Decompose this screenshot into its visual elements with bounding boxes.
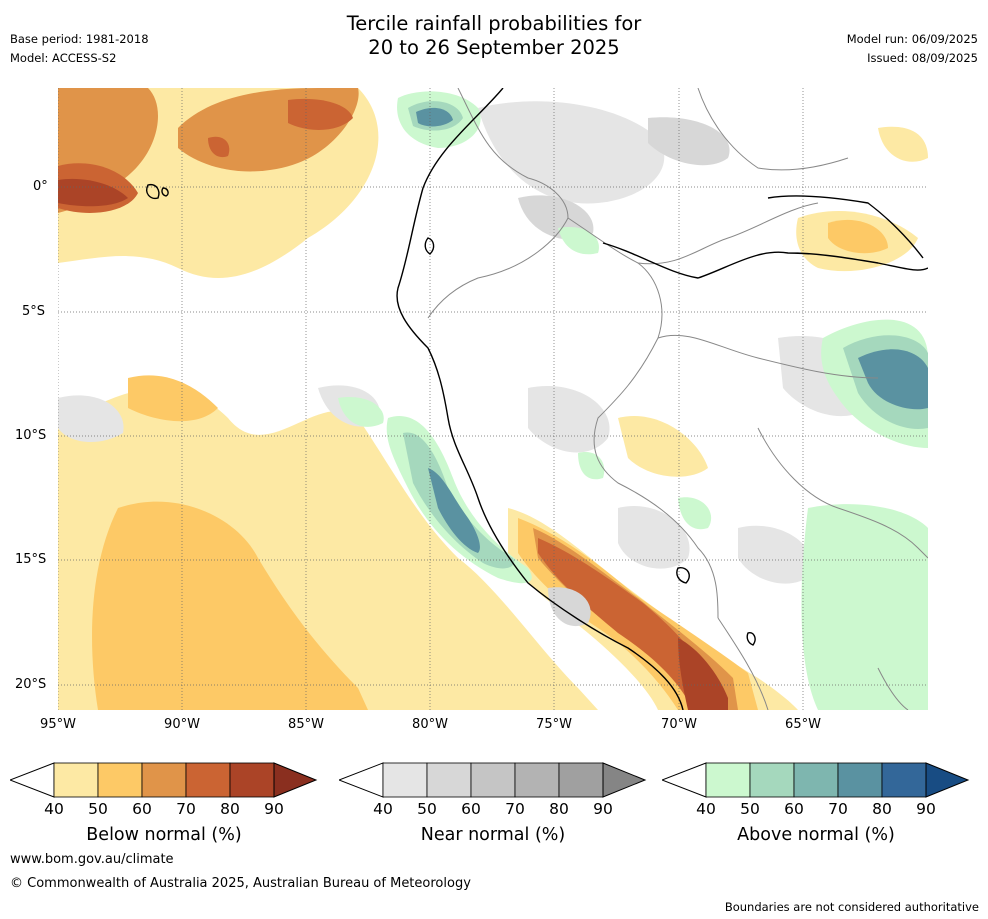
near-normal-shading bbox=[58, 101, 880, 627]
colorbar-tick: 50 bbox=[417, 800, 437, 818]
lon-label: 90°W bbox=[164, 717, 200, 732]
coastline bbox=[146, 88, 928, 710]
colorbar-swatch bbox=[382, 762, 428, 798]
copyright-notice: © Commonwealth of Australia 2025, Austra… bbox=[10, 876, 471, 891]
colorbar-tick: 70 bbox=[176, 800, 196, 818]
colorbar-swatch bbox=[514, 762, 560, 798]
lon-label: 75°W bbox=[536, 717, 572, 732]
colorbar-swatch bbox=[793, 762, 839, 798]
disclaimer: Boundaries are not considered authoritat… bbox=[724, 900, 979, 914]
colorbar-tick: 90 bbox=[593, 800, 613, 818]
below-normal-shading bbox=[58, 88, 928, 710]
lat-label: 5°S bbox=[22, 304, 46, 319]
lat-label: 15°S bbox=[15, 552, 47, 567]
gridlines bbox=[58, 88, 928, 710]
lon-label: 65°W bbox=[785, 717, 821, 732]
title-line-2: 20 to 26 September 2025 bbox=[368, 36, 620, 59]
colorbar-swatch bbox=[426, 762, 472, 798]
lon-label: 85°W bbox=[288, 717, 324, 732]
colorbar-tick: 90 bbox=[264, 800, 284, 818]
colorbar-tick: 50 bbox=[88, 800, 108, 818]
colorbar-swatch bbox=[925, 762, 970, 798]
above-normal-colorbar bbox=[662, 762, 970, 798]
page-title: Tercile rainfall probabilities for 20 to… bbox=[0, 12, 988, 60]
colorbar-swatch bbox=[273, 762, 318, 798]
near-normal-colorbar bbox=[339, 762, 647, 798]
colorbar-tick: 70 bbox=[505, 800, 525, 818]
colorbar-title: Below normal (%) bbox=[86, 825, 242, 845]
colorbar-swatch bbox=[558, 762, 604, 798]
colorbar-swatch bbox=[705, 762, 751, 798]
model-label: Model: ACCESS-S2 bbox=[10, 51, 117, 65]
colorbar-tick: 80 bbox=[549, 800, 569, 818]
colorbar-tick: 80 bbox=[872, 800, 892, 818]
colorbar-tick: 40 bbox=[373, 800, 393, 818]
title-line-1: Tercile rainfall probabilities for bbox=[346, 12, 642, 35]
colorbar-tick: 60 bbox=[461, 800, 481, 818]
colorbar-swatch bbox=[185, 762, 231, 798]
lon-label: 80°W bbox=[412, 717, 448, 732]
below-normal-colorbar bbox=[10, 762, 318, 798]
issued-label: Issued: 08/09/2025 bbox=[867, 51, 978, 65]
colorbar-tick: 40 bbox=[696, 800, 716, 818]
colorbar-tick: 70 bbox=[828, 800, 848, 818]
model-run-label: Model run: 06/09/2025 bbox=[846, 32, 978, 46]
base-period-label: Base period: 1981-2018 bbox=[10, 32, 149, 46]
colorbar-swatch bbox=[53, 762, 99, 798]
colorbar-swatch bbox=[602, 762, 647, 798]
colorbar-swatch bbox=[97, 762, 143, 798]
lon-label: 95°W bbox=[40, 717, 76, 732]
colorbar-swatch bbox=[229, 762, 275, 798]
lat-label: 10°S bbox=[15, 428, 47, 443]
colorbar-title: Near normal (%) bbox=[420, 825, 566, 845]
colorbar-swatch bbox=[749, 762, 795, 798]
colorbar-tick: 90 bbox=[916, 800, 936, 818]
colorbar-swatch bbox=[881, 762, 927, 798]
website-link[interactable]: www.bom.gov.au/climate bbox=[10, 852, 174, 867]
colorbar-tick: 80 bbox=[220, 800, 240, 818]
lat-label: 0° bbox=[33, 179, 48, 194]
colorbar-swatch bbox=[470, 762, 516, 798]
probability-map bbox=[58, 88, 928, 710]
colorbar-tick: 60 bbox=[784, 800, 804, 818]
colorbar-tick: 40 bbox=[44, 800, 64, 818]
colorbar-tick: 50 bbox=[740, 800, 760, 818]
colorbar-swatch bbox=[141, 762, 187, 798]
colorbar-tick: 60 bbox=[132, 800, 152, 818]
colorbar-title: Above normal (%) bbox=[737, 825, 895, 845]
lat-label: 20°S bbox=[15, 677, 47, 692]
lon-label: 70°W bbox=[661, 717, 697, 732]
colorbar-swatch bbox=[837, 762, 883, 798]
